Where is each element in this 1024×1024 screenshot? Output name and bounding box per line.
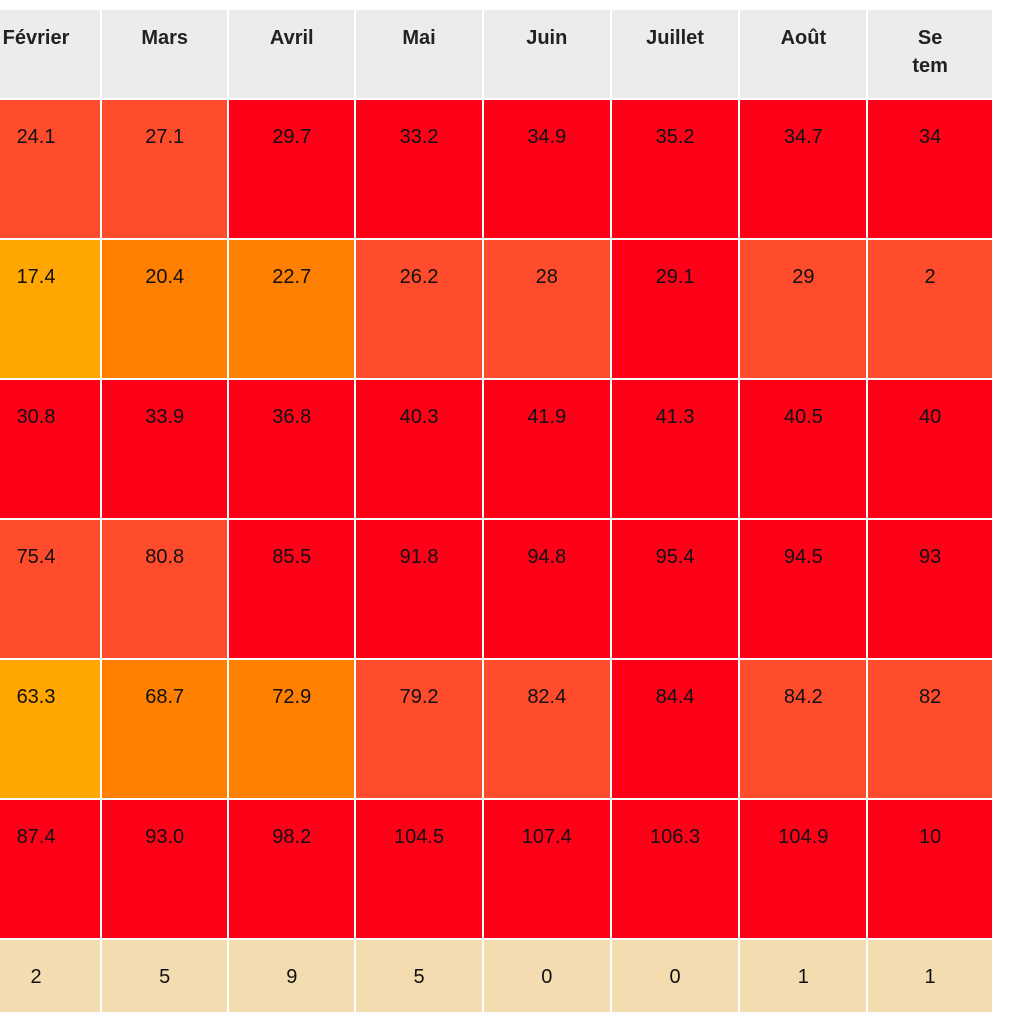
table-cell: 93 bbox=[868, 520, 992, 658]
header-septembre-line2: tem bbox=[912, 55, 948, 77]
table-cell: 63.3 bbox=[0, 660, 101, 798]
table-row: 24.1 27.1 29.7 33.2 34.9 35.2 34.7 34 bbox=[0, 100, 992, 238]
table-cell: 98.2 bbox=[229, 800, 355, 938]
table-cell: 17.4 bbox=[0, 240, 101, 378]
table-cell: 10 bbox=[868, 800, 992, 938]
table-cell: 41.9 bbox=[483, 380, 610, 518]
table-cell: 35.2 bbox=[611, 100, 739, 238]
table-cell: 80.8 bbox=[102, 520, 228, 658]
table-cell: 107.4 bbox=[483, 800, 610, 938]
table-cell: 75.4 bbox=[0, 520, 101, 658]
table-cell: 40 bbox=[868, 380, 992, 518]
table-cell: 29 bbox=[740, 240, 867, 378]
table-cell: 93.0 bbox=[102, 800, 228, 938]
header-juin: Juin bbox=[483, 10, 610, 98]
table-row: 2 5 9 5 0 0 1 1 bbox=[0, 940, 992, 1012]
table-cell: 34.9 bbox=[483, 100, 610, 238]
header-fevrier: Février bbox=[0, 10, 101, 98]
header-septembre: Se tem bbox=[868, 10, 992, 98]
table-cell: 87.4 bbox=[0, 800, 101, 938]
header-mars: Mars bbox=[102, 10, 228, 98]
table-cell: 5 bbox=[102, 940, 228, 1012]
table-cell: 30.8 bbox=[0, 380, 101, 518]
table-cell: 27.1 bbox=[102, 100, 228, 238]
table-cell: 33.9 bbox=[102, 380, 228, 518]
table-cell: 94.8 bbox=[483, 520, 610, 658]
table-cell: 82 bbox=[868, 660, 992, 798]
table-row: 87.4 93.0 98.2 104.5 107.4 106.3 104.9 1… bbox=[0, 800, 992, 938]
table-cell: 72.9 bbox=[229, 660, 355, 798]
header-septembre-line1: Se bbox=[917, 27, 943, 49]
table-cell: 85.5 bbox=[229, 520, 355, 658]
table-cell: 24.1 bbox=[0, 100, 101, 238]
table-cell: 22.7 bbox=[229, 240, 355, 378]
header-juillet: Juillet bbox=[611, 10, 739, 98]
table-cell: 68.7 bbox=[102, 660, 228, 798]
table-cell: 33.2 bbox=[356, 100, 482, 238]
table-row: 63.3 68.7 72.9 79.2 82.4 84.4 84.2 82 bbox=[0, 660, 992, 798]
table-cell: 9 bbox=[229, 940, 355, 1012]
table-cell: 104.5 bbox=[356, 800, 482, 938]
table-cell: 0 bbox=[611, 940, 739, 1012]
table-cell: 20.4 bbox=[102, 240, 228, 378]
table-cell: 2 bbox=[0, 940, 101, 1012]
table-cell: 91.8 bbox=[356, 520, 482, 658]
table-cell: 1 bbox=[868, 940, 992, 1012]
header-mai: Mai bbox=[356, 10, 482, 98]
table-cell: 94.5 bbox=[740, 520, 867, 658]
table-cell: 95.4 bbox=[611, 520, 739, 658]
table-cell: 1 bbox=[740, 940, 867, 1012]
table-row: 75.4 80.8 85.5 91.8 94.8 95.4 94.5 93 bbox=[0, 520, 992, 658]
table-cell: 0 bbox=[483, 940, 610, 1012]
table-cell: 106.3 bbox=[611, 800, 739, 938]
table-cell: 40.5 bbox=[740, 380, 867, 518]
table-cell: 40.3 bbox=[356, 380, 482, 518]
table-row: 17.4 20.4 22.7 26.2 28 29.1 29 2 bbox=[0, 240, 992, 378]
table-cell: 84.4 bbox=[611, 660, 739, 798]
climate-table: Février Mars Avril Mai Juin Juillet Août… bbox=[0, 8, 994, 1014]
table-cell: 84.2 bbox=[740, 660, 867, 798]
header-aout: Août bbox=[740, 10, 867, 98]
table-cell: 41.3 bbox=[611, 380, 739, 518]
table-cell: 34.7 bbox=[740, 100, 867, 238]
table-cell: 26.2 bbox=[356, 240, 482, 378]
header-row: Février Mars Avril Mai Juin Juillet Août… bbox=[0, 10, 992, 98]
table-cell: 104.9 bbox=[740, 800, 867, 938]
table-row: 30.8 33.9 36.8 40.3 41.9 41.3 40.5 40 bbox=[0, 380, 992, 518]
table-cell: 28 bbox=[483, 240, 610, 378]
table-cell: 36.8 bbox=[229, 380, 355, 518]
table-cell: 5 bbox=[356, 940, 482, 1012]
table-cell: 79.2 bbox=[356, 660, 482, 798]
table-cell: 29.1 bbox=[611, 240, 739, 378]
header-avril: Avril bbox=[229, 10, 355, 98]
table-cell: 34 bbox=[868, 100, 992, 238]
table-cell: 29.7 bbox=[229, 100, 355, 238]
table-cell: 2 bbox=[868, 240, 992, 378]
table-cell: 82.4 bbox=[483, 660, 610, 798]
